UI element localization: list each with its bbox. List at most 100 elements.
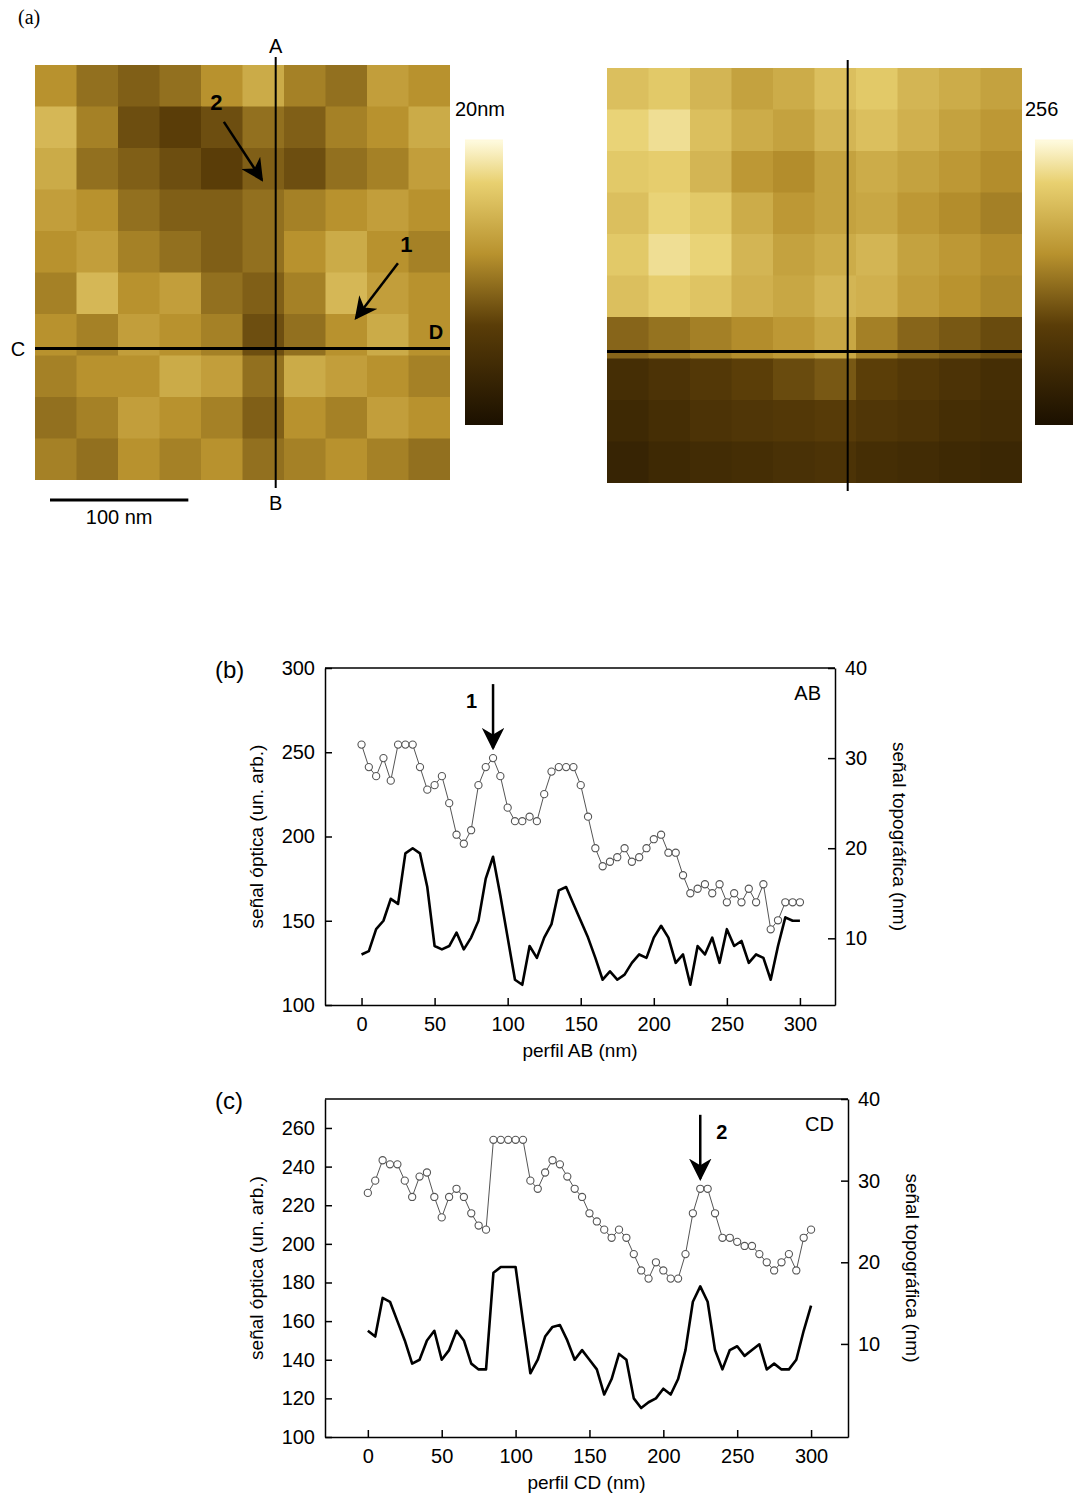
image-cell xyxy=(773,68,815,110)
series-point xyxy=(731,890,738,897)
image-cell xyxy=(981,359,1023,401)
series-point xyxy=(778,1259,785,1266)
series-point xyxy=(652,1259,659,1266)
image-cell xyxy=(939,442,981,484)
tick-label: 100 xyxy=(282,1426,315,1448)
image-cell xyxy=(607,442,649,484)
image-cell xyxy=(201,190,243,232)
image-cell xyxy=(815,193,857,235)
image-cell xyxy=(243,356,285,398)
series-point xyxy=(793,1267,800,1274)
tick-mark xyxy=(368,1430,370,1437)
series-point xyxy=(364,1189,371,1196)
series-point xyxy=(674,1275,681,1282)
image-cell xyxy=(160,65,202,107)
tick-mark xyxy=(654,998,656,1005)
tick: 100 xyxy=(282,994,332,1016)
tick-label: 120 xyxy=(282,1387,315,1409)
tick: 250 xyxy=(721,1430,754,1467)
series-point xyxy=(446,800,453,807)
tick-label: 200 xyxy=(282,825,315,847)
image-cell xyxy=(690,359,732,401)
tick-label: 40 xyxy=(845,657,867,679)
image-cell xyxy=(77,107,119,149)
tick-mark xyxy=(441,1430,443,1437)
y2-axis-title: señal topográfica (nm) xyxy=(902,1173,923,1362)
tick-mark xyxy=(325,836,332,838)
tick-mark xyxy=(727,998,729,1005)
series-point xyxy=(650,836,657,843)
tick-mark xyxy=(841,1344,848,1346)
image-cell xyxy=(284,107,326,149)
image-cell xyxy=(898,276,940,318)
image-cell xyxy=(160,273,202,315)
tick: 200 xyxy=(638,998,671,1035)
series-point xyxy=(549,1157,556,1164)
tick-label: 30 xyxy=(845,747,867,769)
image-cell xyxy=(607,359,649,401)
series-point xyxy=(672,849,679,856)
tick-label: 300 xyxy=(784,1013,817,1035)
image-cell xyxy=(856,442,898,484)
tick-label: 50 xyxy=(431,1445,453,1467)
image-cell xyxy=(981,193,1023,235)
image-cell xyxy=(981,400,1023,442)
image-cell xyxy=(815,442,857,484)
image-cell xyxy=(201,148,243,190)
annotation-arrow xyxy=(492,684,495,748)
image-cell xyxy=(939,234,981,276)
series-point xyxy=(694,885,701,892)
image-cell xyxy=(326,148,368,190)
axis-line xyxy=(326,1437,849,1439)
tick-label: 250 xyxy=(711,1013,744,1035)
image-cell xyxy=(773,110,815,152)
series-point xyxy=(800,1234,807,1241)
image-cell xyxy=(118,273,160,315)
image-cell xyxy=(856,400,898,442)
tick-label: 150 xyxy=(282,910,315,932)
tick-label: 0 xyxy=(363,1445,374,1467)
series-point xyxy=(489,755,496,762)
image-cell xyxy=(160,190,202,232)
series-point xyxy=(687,890,694,897)
series-point xyxy=(726,1234,733,1241)
marker-arrow xyxy=(224,122,262,180)
image-cell xyxy=(898,110,940,152)
series-point xyxy=(741,1242,748,1249)
tick-mark xyxy=(580,998,582,1005)
image-cell xyxy=(773,151,815,193)
scale-bar xyxy=(50,499,188,502)
image-cell xyxy=(607,110,649,152)
image-cell xyxy=(35,397,77,439)
figure: (a)20nmABCD12100 nm256050100150200250300… xyxy=(0,0,1083,1512)
image-cell xyxy=(856,193,898,235)
colorbar-tick xyxy=(1035,140,1073,141)
series-point xyxy=(796,899,803,906)
tick: 100 xyxy=(499,1430,532,1467)
image-cell xyxy=(409,397,451,439)
series-point xyxy=(402,741,409,748)
series-point xyxy=(785,1251,792,1258)
image-cell xyxy=(243,273,285,315)
tick-label: 240 xyxy=(282,1156,315,1178)
tick: 220 xyxy=(282,1194,332,1216)
image-cell xyxy=(35,356,77,398)
series-point xyxy=(512,1136,519,1143)
series-point xyxy=(593,1218,600,1225)
chart-title: AB xyxy=(794,682,821,704)
tick-mark xyxy=(800,998,802,1005)
tick: 0 xyxy=(356,998,367,1035)
annotation-label: 2 xyxy=(716,1121,727,1143)
image-cell xyxy=(773,276,815,318)
tick-mark xyxy=(325,1128,332,1130)
profile-line xyxy=(847,60,849,491)
series-point xyxy=(711,1210,718,1217)
series-point xyxy=(386,1161,393,1168)
image-cell xyxy=(856,276,898,318)
image-cell xyxy=(649,442,691,484)
image-cell xyxy=(981,276,1023,318)
series-point xyxy=(409,741,416,748)
image-cell xyxy=(981,68,1023,110)
series-point xyxy=(586,1210,593,1217)
marker-arrow xyxy=(356,263,398,318)
